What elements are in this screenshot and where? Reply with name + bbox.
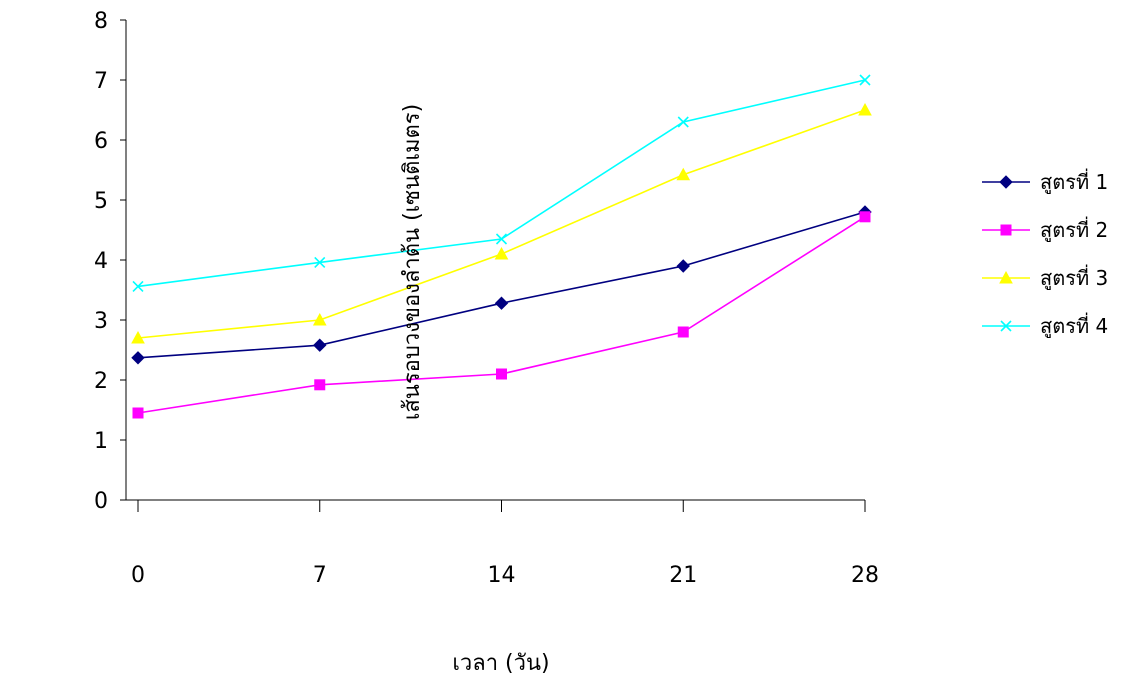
legend-x-marker (1000, 320, 1012, 332)
x-axis-label: เวลา (วัน) (452, 651, 549, 676)
legend-square-marker (1000, 224, 1012, 236)
series-4 (132, 74, 871, 292)
square-marker (677, 326, 689, 338)
x-tick-label: 7 (313, 563, 327, 588)
y-tick-label: 2 (94, 369, 108, 394)
x-marker-stroke (677, 116, 689, 128)
y-tick-label: 8 (94, 9, 108, 34)
triangle-marker (131, 330, 145, 344)
diamond-marker (676, 259, 690, 273)
legend-diamond-marker (999, 175, 1013, 189)
y-axis-label: เส้นรอบวงของลำต้น (เซนติเมตร) (400, 104, 425, 420)
y-tick-label: 0 (94, 489, 108, 514)
series-3 (131, 102, 872, 344)
series-line (137, 211, 866, 359)
series-line (137, 216, 866, 414)
series-2 (132, 211, 871, 419)
x-marker-stroke (314, 256, 326, 268)
legend-triangle-marker (999, 270, 1013, 284)
x-tick-label: 21 (669, 563, 697, 588)
y-tick-label: 7 (94, 69, 108, 94)
series-layer (131, 74, 872, 419)
legend: สูตรที่ 1 สูตรที่ 2 สูตรที่ 3 สูตรที่ 4 (982, 168, 1108, 339)
y-tick-label: 1 (94, 429, 108, 454)
x-marker (677, 116, 689, 128)
y-tick-label: 3 (94, 309, 108, 334)
x-marker (132, 280, 144, 292)
x-marker (495, 233, 508, 245)
diamond-marker (313, 338, 327, 352)
square-marker (132, 407, 144, 419)
x-marker (314, 256, 326, 268)
triangle-marker (494, 246, 509, 260)
triangle-marker (858, 102, 872, 116)
legend-label: สูตรที่ 2 (1040, 216, 1108, 243)
legend-label: สูตรที่ 4 (1040, 312, 1108, 339)
x-tick-label: 14 (488, 563, 516, 588)
legend-item-1: สูตรที่ 1 (982, 168, 1108, 195)
x-marker (859, 74, 871, 86)
series-1 (131, 205, 872, 365)
y-tick-label: 4 (94, 249, 108, 274)
x-marker-stroke (859, 74, 871, 86)
y-tick-label: 5 (94, 189, 108, 214)
triangle-marker (676, 167, 691, 181)
square-marker (496, 368, 507, 380)
x-tick-label: 0 (131, 563, 145, 588)
axes: 0 1 2 3 4 5 6 7 8 0 7 14 21 28 (94, 9, 879, 588)
legend-x-marker-stroke (1000, 320, 1012, 332)
diamond-marker (131, 351, 145, 365)
legend-item-3: สูตรที่ 3 (982, 264, 1108, 291)
legend-label: สูตรที่ 1 (1040, 168, 1108, 195)
square-marker (859, 211, 871, 223)
triangle-marker (312, 312, 327, 326)
legend-label: สูตรที่ 3 (1040, 264, 1108, 291)
x-marker-stroke (132, 280, 144, 292)
legend-item-4: สูตรที่ 4 (982, 312, 1108, 339)
diamond-marker (494, 296, 509, 310)
square-marker (314, 379, 326, 391)
y-tick-label: 6 (94, 129, 108, 154)
x-marker-stroke (495, 233, 508, 245)
legend-item-2: สูตรที่ 2 (982, 216, 1108, 243)
x-tick-label: 28 (851, 563, 879, 588)
